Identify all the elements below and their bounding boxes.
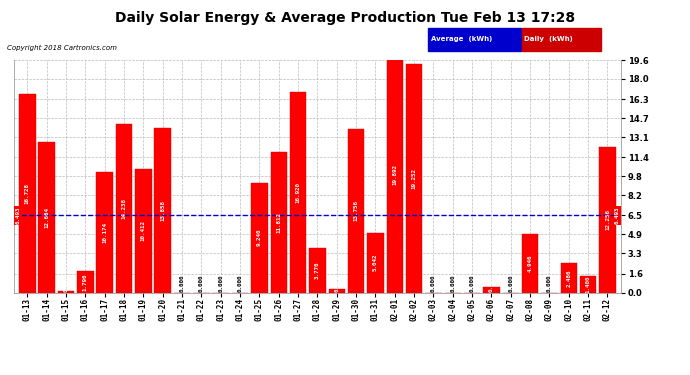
Text: 10.412: 10.412 <box>141 220 146 241</box>
Text: 0.154: 0.154 <box>63 274 68 291</box>
Text: Daily Solar Energy & Average Production Tue Feb 13 17:28: Daily Solar Energy & Average Production … <box>115 11 575 25</box>
Bar <box>251 183 268 292</box>
Text: 19.252: 19.252 <box>412 168 417 189</box>
Bar <box>39 142 55 292</box>
Text: 0.000: 0.000 <box>451 274 455 291</box>
Bar <box>77 271 94 292</box>
Bar <box>580 276 596 292</box>
Text: 0.276: 0.276 <box>334 274 339 291</box>
Text: 0.000: 0.000 <box>179 274 184 291</box>
Text: 0.000: 0.000 <box>199 274 204 291</box>
Text: 6.493: 6.493 <box>15 207 20 224</box>
Bar <box>522 234 538 292</box>
Text: 16.728: 16.728 <box>25 183 30 204</box>
Bar <box>116 124 132 292</box>
Text: 2.486: 2.486 <box>566 269 571 286</box>
Bar <box>599 147 615 292</box>
Bar <box>19 94 36 292</box>
Text: 3.776: 3.776 <box>315 261 320 279</box>
Text: 6.493: 6.493 <box>615 207 620 224</box>
Bar <box>560 263 577 292</box>
Text: 0.000: 0.000 <box>470 274 475 291</box>
Text: 10.174: 10.174 <box>102 222 107 243</box>
Bar <box>328 289 345 292</box>
Text: 0.000: 0.000 <box>547 274 552 291</box>
Bar <box>135 169 152 292</box>
Text: 0.000: 0.000 <box>218 274 223 291</box>
Text: 0.000: 0.000 <box>509 274 513 291</box>
Text: Daily  (kWh): Daily (kWh) <box>524 36 573 42</box>
Text: Copyright 2018 Cartronics.com: Copyright 2018 Cartronics.com <box>7 45 117 51</box>
Bar <box>97 172 113 292</box>
Text: 5.042: 5.042 <box>373 254 378 272</box>
Bar <box>290 92 306 292</box>
Text: 12.664: 12.664 <box>44 207 49 228</box>
Text: 13.858: 13.858 <box>160 200 165 221</box>
Text: 16.920: 16.920 <box>295 182 301 203</box>
Text: 0.494: 0.494 <box>489 274 494 291</box>
Text: 12.256: 12.256 <box>605 209 610 230</box>
Bar <box>155 128 171 292</box>
Text: 1.796: 1.796 <box>83 273 88 291</box>
Bar <box>483 286 500 292</box>
Bar <box>386 57 403 292</box>
Bar <box>406 64 422 292</box>
Text: Average  (kWh): Average (kWh) <box>431 36 493 42</box>
Text: 9.240: 9.240 <box>257 229 262 246</box>
Text: 0.000: 0.000 <box>431 274 436 291</box>
Text: 4.946: 4.946 <box>528 254 533 272</box>
Bar <box>270 152 287 292</box>
Text: 14.238: 14.238 <box>121 198 126 219</box>
Bar <box>367 233 384 292</box>
Bar <box>58 291 75 292</box>
Text: 19.892: 19.892 <box>392 164 397 185</box>
Text: 1.400: 1.400 <box>586 276 591 293</box>
Text: 11.812: 11.812 <box>276 212 282 233</box>
Bar <box>348 129 364 292</box>
Text: 13.756: 13.756 <box>353 200 359 221</box>
Bar <box>309 248 326 292</box>
Text: 0.000: 0.000 <box>237 274 243 291</box>
